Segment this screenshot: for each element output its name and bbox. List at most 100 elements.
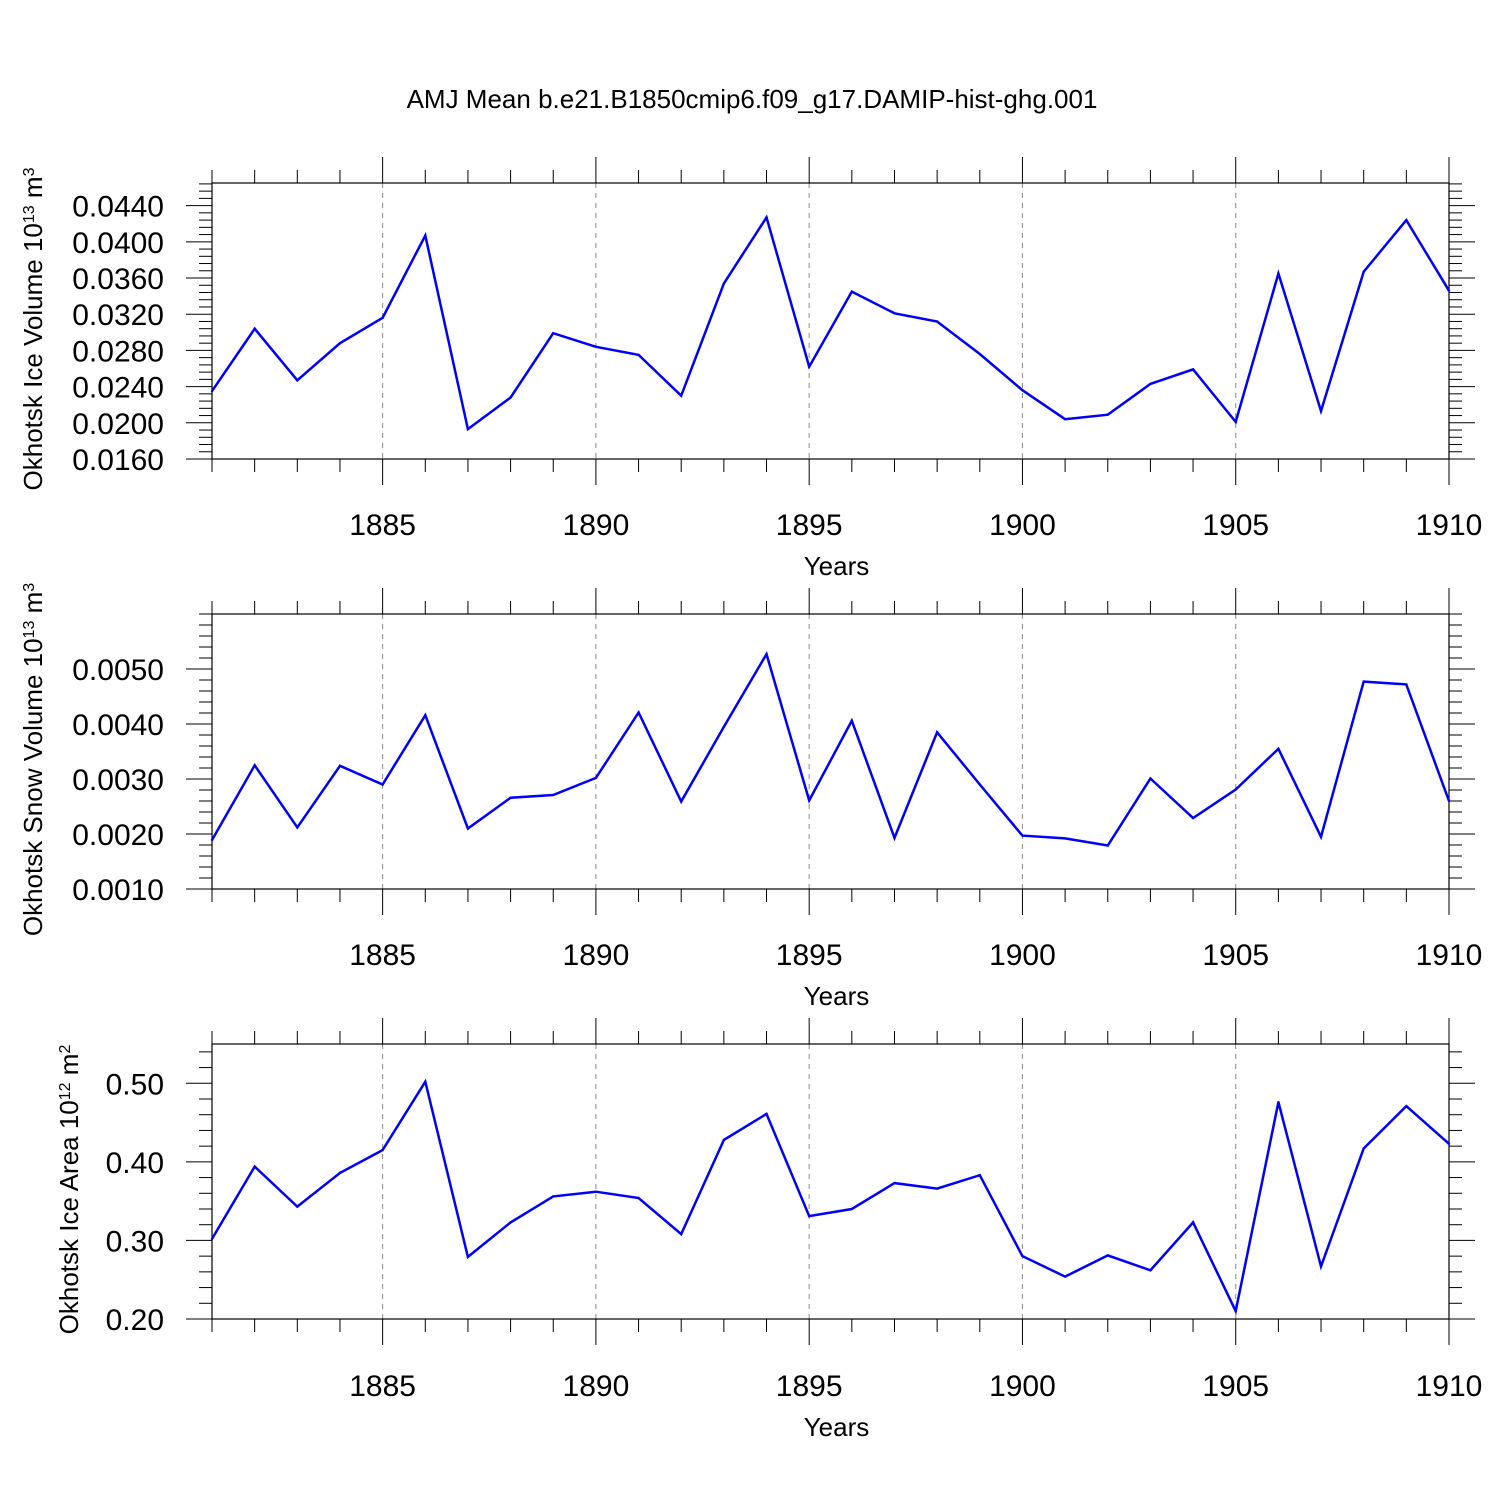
data-point [1447,289,1451,292]
x-tick-label: 1910 [1416,1370,1483,1403]
data-point [1021,1254,1024,1258]
data-point [1405,683,1408,686]
data-point [765,216,768,219]
data-point [552,332,555,335]
data-point [509,396,512,399]
y-tick-label: 0.0440 [72,191,164,224]
x-tick-label: 1895 [776,939,843,972]
panel-3: 1885 1890 1895 1900 1905 1910 0.20 0.30 0.40 0.50… [54,1018,1482,1442]
data-point [680,800,683,803]
data-point [1149,777,1152,780]
y-tick-label: 0.0050 [72,654,164,687]
chart-title: AMJ Mean b.e21.B1850cmip6.f09_g17.DAMIP-… [407,84,1098,114]
data-point [850,290,854,293]
data-point [1319,409,1323,413]
data-point [1063,837,1067,840]
y-axis-label-part: Okhotsk Ice Volume 10 [18,223,48,490]
x-axis-label: Years [804,1412,870,1442]
data-point [978,352,981,356]
data-point [338,764,342,767]
data-point [765,1112,768,1116]
x-tick-label: 1910 [1416,509,1483,542]
data-point [1362,680,1365,683]
y-axis-label-part: m [18,176,48,205]
data-point [509,796,512,799]
data-point [1149,1269,1152,1272]
data-point [424,714,427,717]
data-point [1191,368,1195,371]
data-point [893,836,896,840]
data-point [680,394,683,397]
data-point [1447,1142,1451,1145]
y-axis-label-superscript: 3 [21,167,38,176]
x-tick-label: 1890 [563,939,630,972]
panel-1: 1885 1890 1895 1900 1905 19100.01600.02000.02… [18,157,1482,581]
y-tick-label: 0.0240 [72,372,164,405]
data-point [978,1174,981,1177]
x-tick-label: 1905 [1202,1370,1269,1403]
series-line [210,1078,1450,1315]
data-point [1234,788,1237,791]
data-point [381,316,384,320]
data-point [1319,1265,1323,1268]
x-tick-label: 1895 [776,509,843,542]
data-point [1021,389,1024,392]
data-point [807,799,811,802]
data-point [338,1171,342,1175]
data-point [1362,270,1365,273]
data-point [1277,1100,1280,1104]
y-axis-label-superscript: 13 [21,621,38,639]
series-line [210,214,1451,432]
data-point [1319,835,1323,838]
data-point [1191,816,1195,820]
data-point [210,838,214,842]
data-point [296,826,299,829]
data-point [637,711,640,714]
data-point [296,379,299,382]
x-tick-label: 1900 [989,939,1056,972]
y-axis-label-superscript: 3 [21,583,38,592]
y-axis-label-superscript: 13 [21,205,38,223]
data-point [1149,382,1152,386]
y-tick-label: 0.0040 [72,709,164,742]
data-point [466,1255,470,1259]
data-point [1106,413,1109,416]
data-point [210,1237,214,1241]
x-tick-label: 1885 [349,509,416,542]
data-point [850,719,854,722]
data-point [424,234,427,237]
data-point [1106,844,1109,847]
y-tick-label: 0.20 [106,1304,164,1337]
data-point [1277,747,1280,750]
y-tick-label: 0.0030 [72,764,164,797]
data-point [1234,1309,1237,1313]
data-point [637,1196,640,1200]
y-axis-label-part: m [54,1054,84,1083]
x-axis-label: Years [804,981,870,1011]
data-point [552,793,555,797]
x-tick-label: 1910 [1416,939,1483,972]
x-tick-label: 1900 [989,509,1056,542]
data-point [722,1138,726,1142]
data-point [466,427,470,431]
data-point [978,783,981,786]
data-point [1362,1147,1365,1150]
plot-frame [211,613,1450,890]
x-tick-label: 1895 [776,1370,843,1403]
data-point [1234,420,1237,424]
x-tick-label: 1905 [1202,509,1269,542]
y-axis-label: Okhotsk Ice Area 1012 m2 [54,1045,84,1335]
y-tick-label: 0.0200 [72,408,164,441]
data-point [765,652,768,656]
data-point [1277,272,1280,275]
y-axis-label-part: Okhotsk Ice Area 10 [54,1100,84,1334]
data-point [210,389,214,393]
x-tick-label: 1885 [349,939,416,972]
data-point [807,365,811,368]
data-point [594,345,598,348]
data-point [253,327,256,330]
data-point [552,1195,555,1198]
data-point [935,731,939,734]
data-point [1447,799,1451,803]
data-point [1405,1104,1408,1108]
